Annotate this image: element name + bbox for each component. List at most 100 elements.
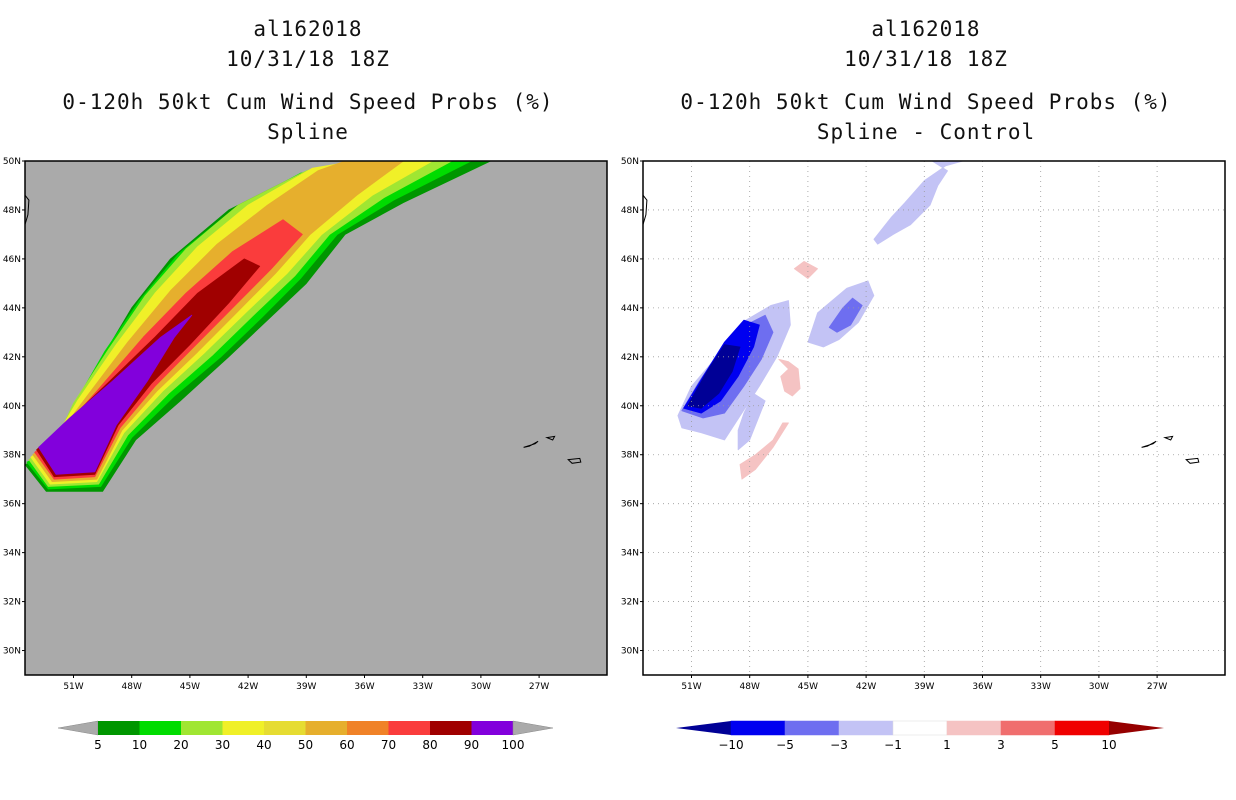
lat-tick-label: 44N: [621, 304, 639, 314]
coastline-newfoundland: [25, 194, 30, 225]
coastlines: [643, 194, 1200, 464]
colorbar-swatch: [1000, 720, 1056, 736]
right-panel-title: al162018 10/31/18 18Z 0-120h 50kt Cum Wi…: [626, 14, 1226, 147]
right-storm-id: al162018: [871, 17, 981, 41]
lon-tick-label: 36W: [354, 682, 374, 692]
colorbar: 5 10 20 30 40 50 60 70 80 90 100: [57, 720, 554, 752]
contour-level-minus-3-5: [828, 297, 863, 333]
gridlines: [643, 161, 1225, 675]
lat-tick-label: 38N: [621, 451, 639, 461]
colorbar-swatch: [784, 720, 840, 736]
lat-tick-label: 40N: [3, 402, 21, 412]
lat-tick-label: 50N: [3, 157, 21, 167]
lon-tick-label: 33W: [1031, 682, 1051, 692]
lon-tick-label: 48W: [740, 682, 760, 692]
lat-tick-label: 40N: [621, 402, 639, 412]
right-chart-title: 0-120h 50kt Cum Wind Speed Probs (%): [680, 90, 1172, 114]
lat-tick-label: 34N: [3, 549, 21, 559]
lon-tick-label: 42W: [238, 682, 258, 692]
lat-tick-label: 48N: [3, 206, 21, 216]
colorbar-label: 90: [464, 738, 479, 752]
right-datetime: 10/31/18 18Z: [844, 47, 1008, 71]
lat-tick-label: 32N: [3, 598, 21, 608]
colorbar-label: −3: [830, 738, 848, 752]
map-frame: [642, 160, 1226, 676]
lon-tick-label: 27W: [1147, 682, 1167, 692]
coastline-newfoundland: [643, 194, 648, 225]
colorbar: −10 −5 −3 −1 1 3 5 10: [676, 720, 1164, 752]
left-chart-title: 0-120h 50kt Cum Wind Speed Probs (%): [62, 90, 554, 114]
lat-tick-label: 34N: [621, 549, 639, 559]
colorbar-label: 5: [94, 738, 102, 752]
contour-level-1-8: [793, 261, 818, 279]
left-panel-title: al162018 10/31/18 18Z 0-120h 50kt Cum Wi…: [8, 14, 608, 147]
contour-level-100-7: [38, 314, 193, 475]
colorbar-high-arrow: [1109, 721, 1164, 735]
lon-tick-label: 45W: [798, 682, 818, 692]
colorbar-label: 50: [298, 738, 313, 752]
colorbar-swatch: [347, 721, 389, 735]
colorbar-swatch: [471, 721, 513, 735]
colorbar-label: 1: [943, 738, 951, 752]
azores-island-1: [1163, 435, 1174, 441]
colorbar-swatch: [946, 720, 1002, 736]
lon-tick-label: 45W: [180, 682, 200, 692]
colorbar-label: 30: [215, 738, 230, 752]
colorbar-label: −10: [718, 738, 743, 752]
contour-level-minus-1-1: [737, 393, 766, 451]
azores-island-1: [545, 435, 556, 441]
lat-tick-label: 42N: [3, 353, 21, 363]
lat-tick-label: 30N: [621, 647, 639, 657]
lat-tick-label: 46N: [3, 255, 21, 265]
lon-tick-label: 30W: [1089, 682, 1109, 692]
panel-1: 51W 48W 45W 42W 39W 36W 33W 30W 27W 30N 32N 34N 36N 3…: [621, 157, 1226, 752]
lon-tick-label: 36W: [972, 682, 992, 692]
colorbar-label: 40: [256, 738, 271, 752]
left-datetime: 10/31/18 18Z: [226, 47, 390, 71]
coastlines: [25, 194, 582, 464]
colorbar-label: 10: [132, 738, 147, 752]
azores-island-0: [1141, 440, 1157, 448]
lat-tick-label: 50N: [621, 157, 639, 167]
colorbar-swatch: [892, 720, 948, 736]
colorbar-swatch: [388, 721, 430, 735]
colorbar-label: 60: [339, 738, 354, 752]
lat-tick-label: 46N: [621, 255, 639, 265]
colorbar-low-arrow: [57, 720, 99, 736]
contour-level-1-10: [739, 422, 789, 480]
right-chart-subtitle: Spline - Control: [816, 120, 1036, 144]
colorbar-label: 10: [1101, 738, 1116, 752]
left-storm-id: al162018: [253, 17, 363, 41]
lat-tick-label: 38N: [3, 451, 21, 461]
colorbar-low-arrow: [676, 721, 731, 735]
lon-tick-label: 27W: [529, 682, 549, 692]
colorbar-swatch: [838, 720, 894, 736]
lat-tick-label: 44N: [3, 304, 21, 314]
colorbar-swatch: [222, 721, 264, 735]
map-frame: [24, 160, 608, 676]
colorbar-label: 5: [1051, 738, 1059, 752]
lon-tick-label: 39W: [296, 682, 316, 692]
colorbar-swatch: [430, 721, 472, 735]
lat-tick-label: 42N: [621, 353, 639, 363]
contour-fills: [677, 161, 964, 480]
colorbar-label: −1: [884, 738, 902, 752]
lon-tick-label: 48W: [122, 682, 142, 692]
colorbar-label: 20: [173, 738, 188, 752]
contour-fills: [25, 161, 491, 492]
panel-0: 51W 48W 45W 42W 39W 36W 33W 30W 27W 30N 32N 34N 36N 3…: [3, 157, 608, 752]
contour-level-minus-10-7: [687, 344, 741, 409]
azores-island-2: [567, 457, 582, 464]
contour-level-1-9: [778, 358, 801, 397]
lon-tick-label: 39W: [914, 682, 934, 692]
contour-level-minus-1-3: [873, 161, 964, 245]
lat-tick-label: 30N: [3, 647, 21, 657]
lon-tick-label: 30W: [471, 682, 491, 692]
colorbar-swatch: [139, 721, 181, 735]
colorbar-swatch: [1054, 720, 1110, 736]
colorbar-label: −5: [776, 738, 794, 752]
colorbar-swatch: [730, 720, 786, 736]
lon-tick-label: 33W: [413, 682, 433, 692]
lat-tick-label: 36N: [3, 500, 21, 510]
